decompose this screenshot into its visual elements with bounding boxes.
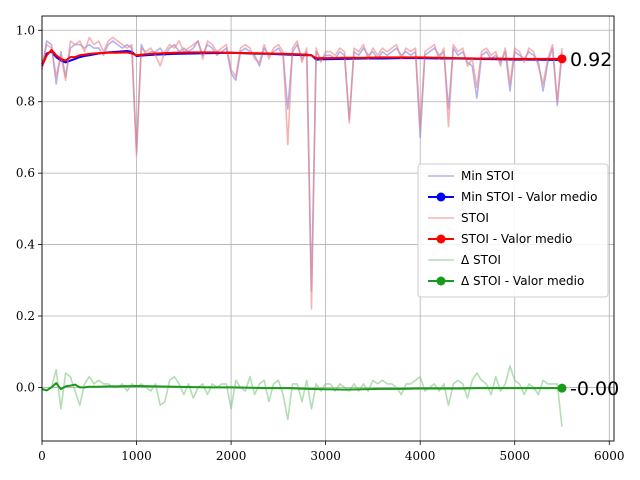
x-tick-label: 1000 [121, 449, 152, 463]
legend-label: Min STOI - Valor medio [461, 190, 597, 204]
y-tick-label: 0.6 [16, 166, 35, 180]
legend-marker [436, 234, 446, 244]
legend-label: STOI [461, 211, 489, 225]
x-tick-label: 4000 [405, 449, 436, 463]
delta-stoi-mean-end-marker [557, 383, 567, 393]
x-tick-label: 5000 [499, 449, 530, 463]
legend: Min STOI Min STOI - Valor medio STOI STOI -… [417, 163, 609, 298]
legend-marker [436, 276, 446, 286]
legend-label: Min STOI [461, 169, 514, 183]
series-layer [41, 36, 563, 427]
stoi-mean-end-marker [557, 54, 567, 64]
y-tick-label: 0.4 [16, 238, 35, 252]
y-tick-label: 0.0 [16, 380, 35, 394]
stoi-mean-end-label: 0.92 [570, 49, 612, 71]
y-tick-label: 0.8 [16, 95, 35, 109]
plot-frame [41, 15, 615, 442]
y-tick-label: 1.0 [16, 23, 35, 37]
legend-label: Δ STOI [461, 253, 501, 267]
legend-box [417, 163, 609, 298]
y-tick-label: 0.2 [16, 309, 35, 323]
x-tick-label: 6000 [594, 449, 625, 463]
series-line-3 [41, 48, 562, 67]
delta-stoi-mean-end-label: -0.00 [570, 378, 619, 400]
end-markers: 0.92 -0.00 [557, 49, 619, 400]
x-tick-label: 2000 [216, 449, 247, 463]
series-line-2 [41, 36, 563, 310]
axis-ticks: 0 1000 2000 3000 4000 5000 6000 0.0 0.2 0.4 0.6 0.8… [16, 23, 625, 463]
series-line-5 [41, 382, 562, 392]
legend-label: STOI - Valor medio [461, 232, 572, 246]
x-tick-label: 0 [38, 449, 46, 463]
series-line-4 [41, 365, 563, 427]
x-tick-label: 3000 [310, 449, 341, 463]
legend-label: Δ STOI - Valor medio [461, 274, 584, 288]
legend-marker [436, 192, 446, 202]
